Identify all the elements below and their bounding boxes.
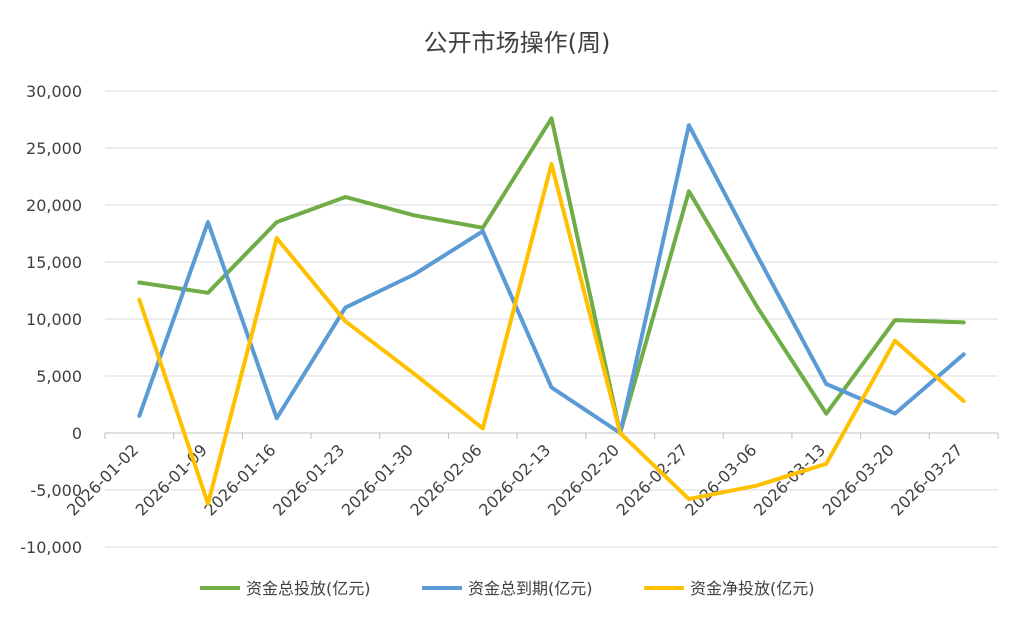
- x-tick-label: 2026-02-20: [544, 440, 623, 519]
- legend-label: 资金总投放(亿元): [246, 579, 371, 598]
- y-tick-label: 25,000: [26, 139, 82, 158]
- y-tick-label: -5,000: [30, 481, 82, 500]
- y-axis-ticks: 30,000 25,000 20,000 15,000 10,000 5,000 0 -5,0…: [20, 82, 82, 557]
- x-tick-label: 2026-01-02: [63, 440, 142, 519]
- x-tick-label: 2026-02-13: [475, 440, 554, 519]
- x-axis: [104, 432, 999, 439]
- legend: 资金总投放(亿元) 资金总到期(亿元) 资金净投放(亿元): [200, 579, 815, 598]
- y-tick-label: 30,000: [26, 82, 82, 101]
- x-tick-label: 2026-03-13: [750, 440, 829, 519]
- y-tick-label: 0: [72, 424, 82, 443]
- y-tick-label: 10,000: [26, 310, 82, 329]
- x-tick-label: 2026-03-06: [681, 440, 760, 519]
- x-tick-label: 2026-01-30: [338, 440, 417, 519]
- y-tick-label: 20,000: [26, 196, 82, 215]
- series-line-1: [137, 123, 966, 435]
- series-line-0: [137, 116, 966, 435]
- legend-label: 资金净投放(亿元): [690, 579, 815, 598]
- y-tick-label: 5,000: [36, 367, 82, 386]
- series-lines: [137, 116, 966, 506]
- x-tick-label: 2026-03-27: [887, 440, 966, 519]
- x-tick-label: 2026-02-27: [613, 440, 692, 519]
- x-tick-label: 2026-02-06: [406, 440, 485, 519]
- x-tick-label: 2026-01-23: [269, 440, 348, 519]
- y-tick-label: -10,000: [20, 538, 82, 557]
- legend-label: 资金总到期(亿元): [468, 579, 593, 598]
- series-line-2: [137, 162, 966, 506]
- chart-title: 公开市场操作(周): [424, 29, 611, 57]
- y-tick-label: 15,000: [26, 253, 82, 272]
